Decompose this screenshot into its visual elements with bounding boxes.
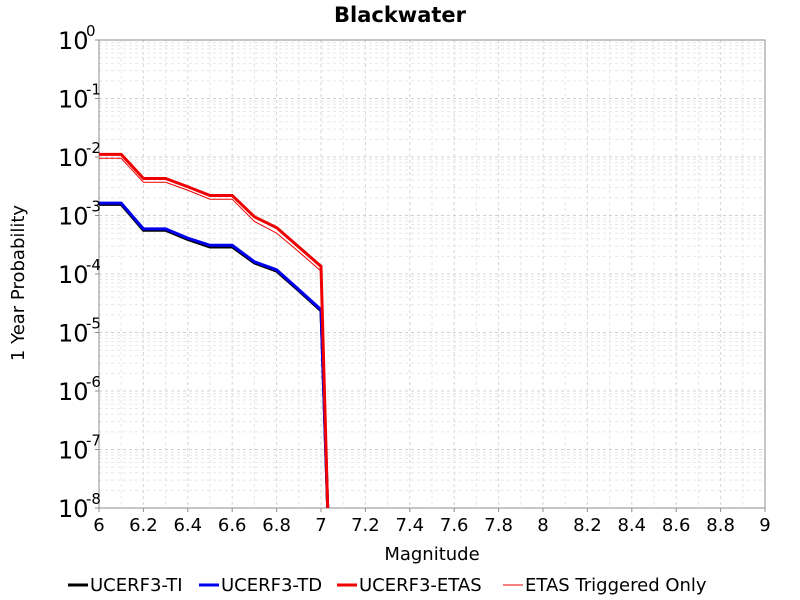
- y-tick-label-exponent: -1: [86, 81, 101, 99]
- y-tick-label-base: 10: [58, 27, 89, 55]
- x-tick-label: 6: [93, 515, 104, 536]
- x-tick-label: 6.2: [129, 515, 158, 536]
- x-tick-label: 6.6: [218, 515, 247, 536]
- y-tick-label-exponent: -8: [86, 490, 101, 508]
- legend: UCERF3-TI UCERF3-TD UCERF3-ETAS ETAS Trigge…: [68, 575, 707, 596]
- y-tick-label-base: 10: [58, 495, 89, 523]
- series-line: [99, 201, 330, 509]
- x-tick-label: 9: [759, 515, 770, 536]
- legend-label: ETAS Triggered Only: [525, 575, 707, 596]
- legend-label: UCERF3-TD: [221, 575, 322, 596]
- x-tick-label: 7: [315, 515, 326, 536]
- x-tick-label: 7.8: [484, 515, 513, 536]
- y-tick-label-exponent: 0: [86, 22, 96, 40]
- y-tick-label-base: 10: [58, 437, 89, 465]
- y-tick-label-base: 10: [58, 203, 89, 231]
- x-axis-label: Magnitude: [384, 544, 479, 565]
- y-axis-label: 1 Year Probability: [8, 205, 29, 362]
- series-line: [99, 157, 329, 509]
- y-tick-label-exponent: -4: [86, 256, 101, 274]
- series-group: [99, 152, 330, 509]
- y-tick-label-base: 10: [58, 378, 89, 406]
- x-axis-ticks: 6 6.2 6.4 6.6 6.8 7 7.2 7.4 7.6 7.8 8 8.2 8.4 8.6 8.8 9: [93, 508, 771, 536]
- x-tick-label: 6.8: [262, 515, 291, 536]
- grid: [98, 40, 766, 509]
- x-tick-label: 7.6: [440, 515, 469, 536]
- y-tick-label-exponent: -2: [86, 139, 101, 157]
- y-tick-label-base: 10: [58, 86, 89, 114]
- y-tick-label-base: 10: [58, 261, 89, 289]
- legend-label: UCERF3-TI: [90, 575, 183, 596]
- y-tick-label-exponent: -7: [86, 432, 101, 450]
- x-tick-label: 6.4: [173, 515, 202, 536]
- y-tick-label-base: 10: [58, 320, 89, 348]
- y-tick-label-exponent: -3: [86, 198, 101, 216]
- y-tick-label-exponent: -6: [86, 373, 101, 391]
- y-tick-label-base: 10: [58, 144, 89, 172]
- series-line: [99, 152, 330, 509]
- x-tick-label: 7.4: [395, 515, 424, 536]
- x-tick-label: 7.2: [351, 515, 380, 536]
- x-tick-label: 8.6: [662, 515, 691, 536]
- x-tick-label: 8.4: [617, 515, 646, 536]
- chart-title: Blackwater: [334, 3, 467, 27]
- x-tick-label: 8.8: [706, 515, 735, 536]
- legend-label: UCERF3-ETAS: [359, 575, 482, 596]
- x-tick-label: 8: [537, 515, 548, 536]
- x-tick-label: 8.2: [573, 515, 602, 536]
- y-tick-label-exponent: -5: [86, 315, 101, 333]
